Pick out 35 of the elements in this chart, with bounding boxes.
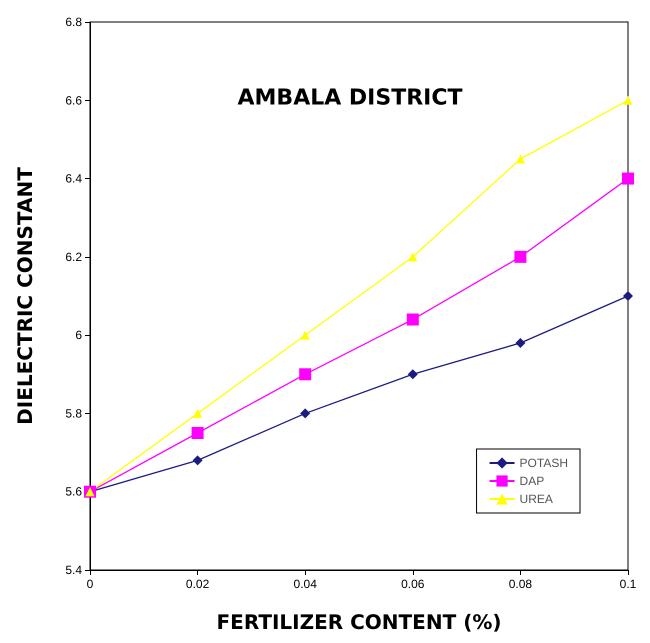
- y-tick-label: 5.8: [65, 406, 82, 420]
- point: [300, 330, 310, 340]
- point: [516, 154, 525, 164]
- x-axis-title: FERTILIZER CONTENT (%): [216, 610, 502, 634]
- legend-label: DAP: [520, 474, 544, 488]
- point: [515, 338, 526, 348]
- x-tick-label: 0: [86, 577, 94, 591]
- legend-label: UREA: [520, 492, 553, 506]
- point: [192, 455, 203, 466]
- point: [408, 369, 418, 380]
- legend-label: POTASH: [520, 456, 568, 470]
- point: [622, 172, 634, 185]
- y-tick-label: 6.8: [65, 15, 82, 29]
- point: [300, 408, 310, 418]
- y-tick-label: 6.6: [65, 93, 82, 108]
- x-tick-label: 0.08: [508, 577, 532, 591]
- point: [193, 408, 202, 418]
- y-tick-label: 6: [75, 328, 82, 342]
- y-tick-label: 6.4: [65, 172, 82, 186]
- y-tick-label: 5.4: [65, 563, 82, 577]
- x-tick-label: 0.1: [620, 577, 637, 591]
- y-axis-title: DIELECTRIC CONSTANT: [13, 166, 37, 425]
- point: [408, 252, 418, 262]
- point: [406, 313, 419, 326]
- point: [299, 368, 312, 380]
- x-tick-label: 0.02: [186, 577, 210, 591]
- x-tick-label: 0.04: [294, 577, 318, 591]
- y-tick-label: 6.2: [65, 250, 82, 264]
- point: [623, 291, 633, 301]
- y-tick-label: 5.6: [65, 484, 82, 499]
- x-tick-label: 0.06: [401, 577, 425, 591]
- point: [624, 96, 632, 105]
- point: [192, 427, 204, 439]
- point: [514, 250, 526, 263]
- text: AMBALA DISTRICT: [238, 86, 462, 110]
